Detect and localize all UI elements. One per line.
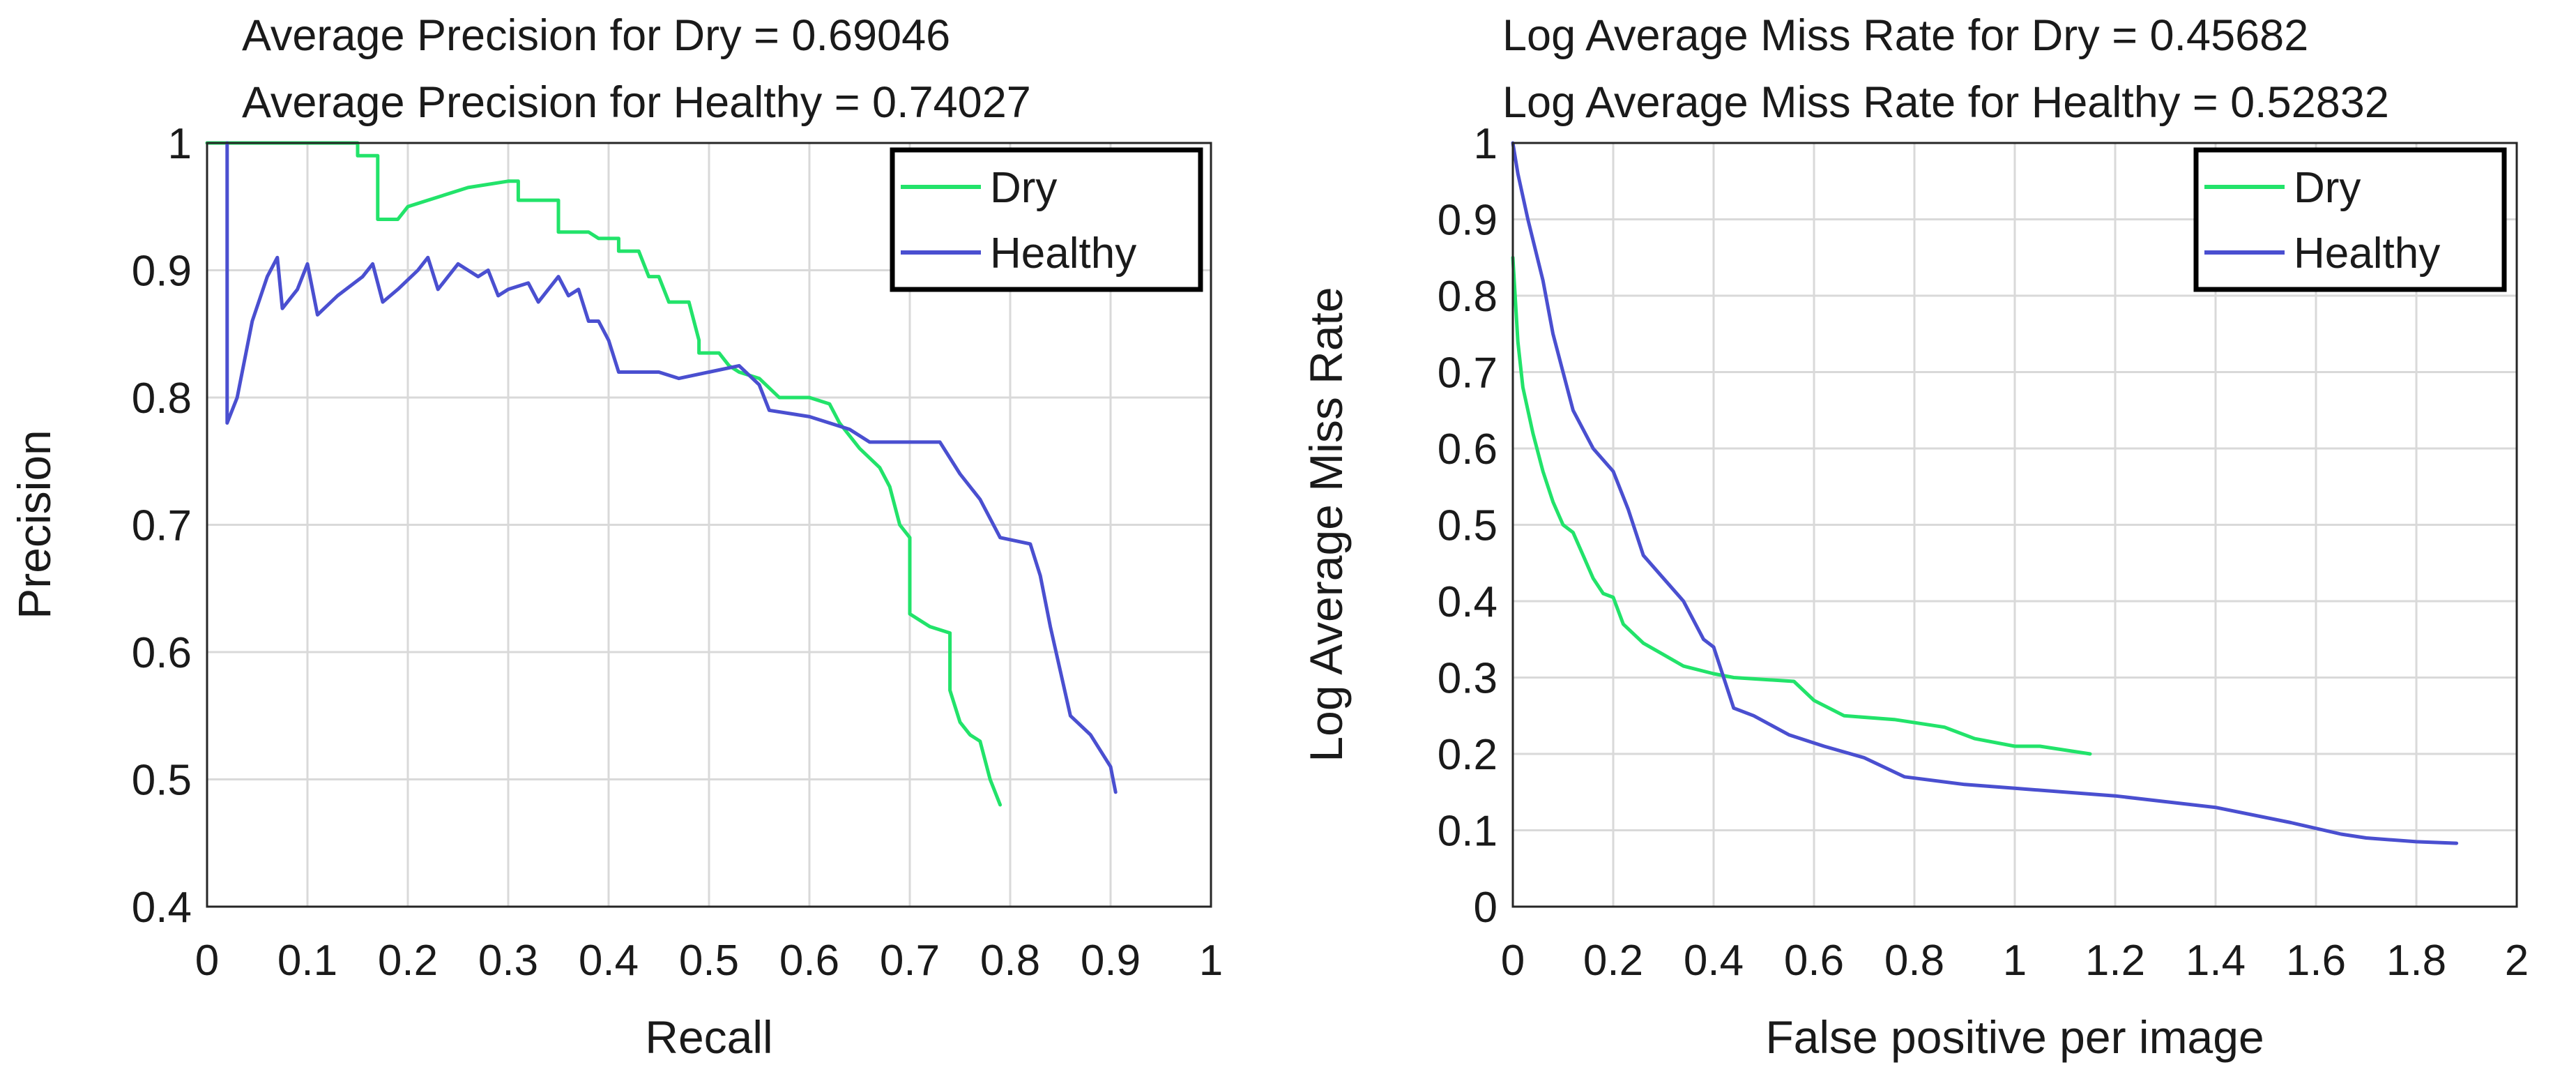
chart-0-title-line-1: Average Precision for Dry = 0.69046 [242,11,950,60]
chart-1-y-tick-label-1: 0.1 [1438,808,1497,856]
chart-1-series-healthy-line [1511,141,2459,845]
chart-0-x-tick-label-3: 0.3 [478,937,538,985]
chart-1-y-tick-label-5: 0.5 [1438,502,1497,550]
chart-1-legend: Dry Healthy [2193,147,2507,292]
chart-1-y-tick-label-3: 0.3 [1438,655,1497,703]
chart-1-y-tick-label-9: 0.9 [1438,197,1497,245]
chart-1-y-tick-label-6: 0.6 [1438,425,1497,474]
chart-1-y-tick-label-0: 0 [1474,884,1497,932]
chart-0-y-tick-label-2: 0.6 [132,629,192,677]
chart-1-x-tick-label-5: 1 [2003,937,2027,985]
chart-0-series-dry-line [205,141,1003,807]
chart-0-y-axis-label: Precision [8,430,60,619]
precision-recall-chart: Average Precision for Dry = 0.69046 Aver… [8,11,1223,1063]
chart-1-legend-box [2193,147,2507,292]
chart-0-x-tick-label-10: 1 [1199,937,1223,985]
chart-1-y-tick-label-10: 1 [1474,120,1497,168]
chart-0-legend: Dry Healthy [890,147,1203,292]
chart-0-x-tick-label-5: 0.5 [679,937,739,985]
chart-1-x-tick-label-8: 1.6 [2286,937,2346,985]
chart-1-x-tick-label-7: 1.4 [2186,937,2246,985]
chart-1-legend-dry-label: Dry [2294,164,2361,212]
chart-0-legend-dry-label: Dry [990,164,1057,212]
chart-0-x-tick-label-7: 0.7 [880,937,940,985]
chart-0-y-tick-label-6: 1 [168,120,192,168]
chart-1-y-tick-label-7: 0.7 [1438,349,1497,398]
chart-0-x-tick-label-6: 0.6 [779,937,839,985]
chart-1-x-tick-label-1: 0.2 [1583,937,1643,985]
chart-1-x-tick-label-4: 0.8 [1884,937,1944,985]
chart-1-title-line-2: Log Average Miss Rate for Healthy = 0.52… [1502,78,2389,127]
chart-0-legend-healthy-label: Healthy [990,229,1136,278]
chart-1-x-tick-label-0: 0 [1501,937,1525,985]
chart-0-y-tick-label-0: 0.4 [132,884,192,932]
chart-1-x-axis-label: False positive per image [1765,1011,2264,1063]
chart-0-x-tick-label-4: 0.4 [579,937,639,985]
chart-1-ticks: 0 0.2 0.4 0.6 0.8 1 1.2 1.4 1.6 1.8 2 0 0.1 0.2 0.3 0.4… [1438,120,2529,985]
chart-0-x-tick-label-2: 0.2 [378,937,438,985]
chart-0-legend-box [890,147,1203,292]
chart-1-y-tick-label-2: 0.2 [1438,731,1497,779]
chart-0-series-healthy-line [225,141,1118,794]
chart-0-x-tick-label-1: 0.1 [277,937,337,985]
chart-0-y-tick-label-1: 0.5 [132,757,192,805]
chart-0-x-axis-label: Recall [645,1011,772,1063]
chart-0-x-tick-label-0: 0 [195,937,219,985]
chart-0-series [205,141,1118,807]
chart-0-plot-frame [206,142,1212,908]
chart-0-y-tick-label-4: 0.8 [132,375,192,423]
chart-1-x-tick-label-2: 0.4 [1684,937,1744,985]
chart-1-plot-frame [1511,142,2518,908]
chart-1-series [1511,141,2459,845]
chart-1-x-tick-label-10: 2 [2505,937,2529,985]
chart-0-x-tick-label-9: 0.9 [1081,937,1141,985]
chart-0-ticks: 0 0.1 0.2 0.3 0.4 0.5 0.6 0.7 0.8 0.9 1 0.4 0.5 0.6 0.… [132,120,1223,985]
chart-1-x-tick-label-9: 1.8 [2386,937,2446,985]
chart-0-title-line-2: Average Precision for Healthy = 0.74027 [242,78,1031,127]
chart-1-y-tick-label-4: 0.4 [1438,578,1497,626]
chart-1-title-line-1: Log Average Miss Rate for Dry = 0.45682 [1502,11,2308,60]
chart-1-legend-healthy-label: Healthy [2294,229,2440,278]
miss-rate-chart: Log Average Miss Rate for Dry = 0.45682 … [1300,11,2529,1063]
chart-1-y-tick-label-8: 0.8 [1438,273,1497,321]
chart-1-y-axis-label: Log Average Miss Rate [1300,287,1352,762]
chart-0-y-tick-label-3: 0.7 [132,502,192,550]
chart-1-x-tick-label-3: 0.6 [1784,937,1844,985]
chart-1-x-tick-label-6: 1.2 [2085,937,2145,985]
chart-1-series-dry-line [1511,255,2092,756]
chart-0-y-tick-label-5: 0.9 [132,248,192,296]
chart-0-x-tick-label-8: 0.8 [980,937,1040,985]
